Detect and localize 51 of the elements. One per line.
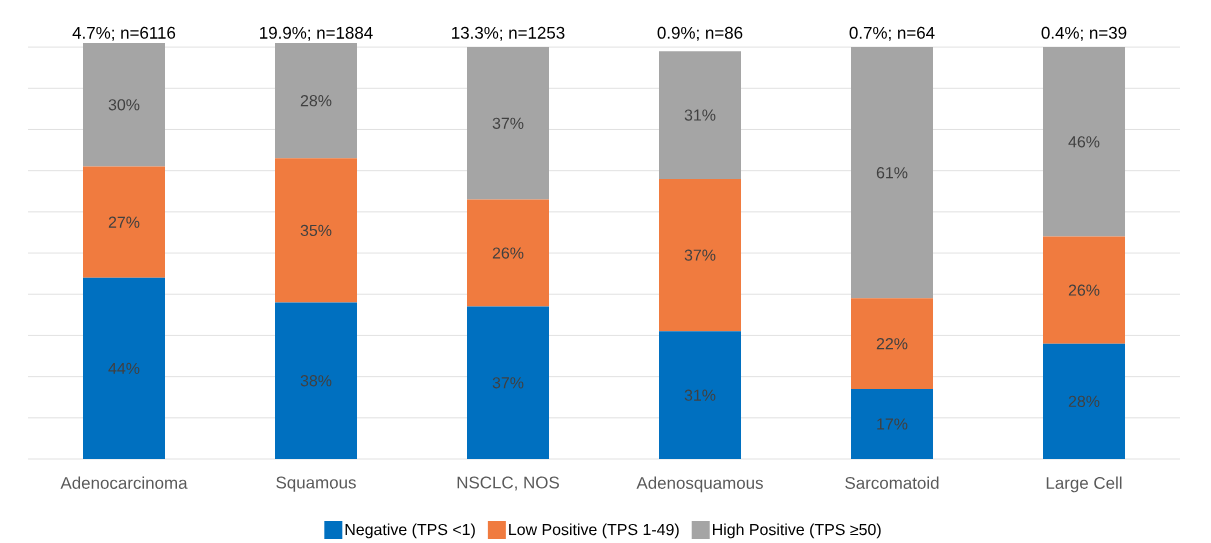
x-tick-label: Squamous bbox=[276, 476, 356, 492]
data-label: 27% bbox=[108, 216, 140, 228]
data-label: 26% bbox=[1068, 284, 1100, 296]
data-label: 31% bbox=[684, 109, 716, 121]
bar bbox=[851, 298, 933, 389]
data-label: 46% bbox=[1068, 136, 1100, 148]
data-label: 22% bbox=[876, 338, 908, 350]
data-label: 17% bbox=[877, 418, 908, 430]
bar bbox=[467, 199, 549, 307]
bar bbox=[275, 43, 357, 159]
bar bbox=[659, 331, 741, 459]
data-label: 37% bbox=[492, 117, 524, 129]
data-label: 61% bbox=[876, 167, 908, 179]
bar bbox=[83, 166, 165, 278]
bar bbox=[275, 158, 357, 303]
data-label: 28% bbox=[300, 95, 332, 107]
bar bbox=[467, 306, 549, 459]
bar bbox=[467, 47, 549, 200]
data-label: 37% bbox=[492, 377, 524, 389]
x-tick-label: Adenocarcinoma bbox=[60, 476, 188, 489]
bar bbox=[659, 51, 741, 179]
x-tick-label: Adenosquamous bbox=[636, 476, 763, 493]
x-tick-label: Sarcomatoid bbox=[845, 476, 939, 489]
bar bbox=[659, 178, 741, 332]
text: 13.3%; n=1253 bbox=[452, 26, 565, 41]
x-tick-label: Large Cell bbox=[1046, 476, 1122, 493]
data-label: 30% bbox=[108, 99, 140, 111]
text: 0.9%; n=86 bbox=[657, 26, 743, 41]
bar bbox=[1043, 236, 1126, 344]
legend-label: Negative (TPS <1) bbox=[345, 523, 475, 539]
bar bbox=[83, 277, 165, 459]
data-label: 28% bbox=[1068, 395, 1100, 407]
bar bbox=[275, 302, 357, 459]
text: 4.7%; n=6116 bbox=[72, 26, 176, 41]
text: 0.7%; n=64 bbox=[849, 26, 935, 41]
bar bbox=[1043, 47, 1126, 237]
bar bbox=[1043, 343, 1126, 459]
data-label: 37% bbox=[684, 249, 716, 261]
legend-label: Low Positive (TPS 1-49) bbox=[509, 523, 679, 539]
data-label: 31% bbox=[684, 389, 716, 401]
data-label: 35% bbox=[300, 224, 332, 237]
data-label: 38% bbox=[300, 375, 332, 387]
text: 0.4%; n=39 bbox=[1041, 26, 1127, 41]
text: 19.9%; n=1884 bbox=[260, 26, 373, 41]
data-label: 26% bbox=[492, 247, 524, 259]
bar bbox=[83, 43, 165, 167]
bar bbox=[851, 47, 933, 299]
x-tick-label: NSCLC, NOS bbox=[457, 476, 559, 491]
bar bbox=[851, 388, 933, 459]
data-label: 44% bbox=[108, 362, 140, 374]
legend-label: High Positive (TPS ≥50) bbox=[713, 523, 881, 539]
